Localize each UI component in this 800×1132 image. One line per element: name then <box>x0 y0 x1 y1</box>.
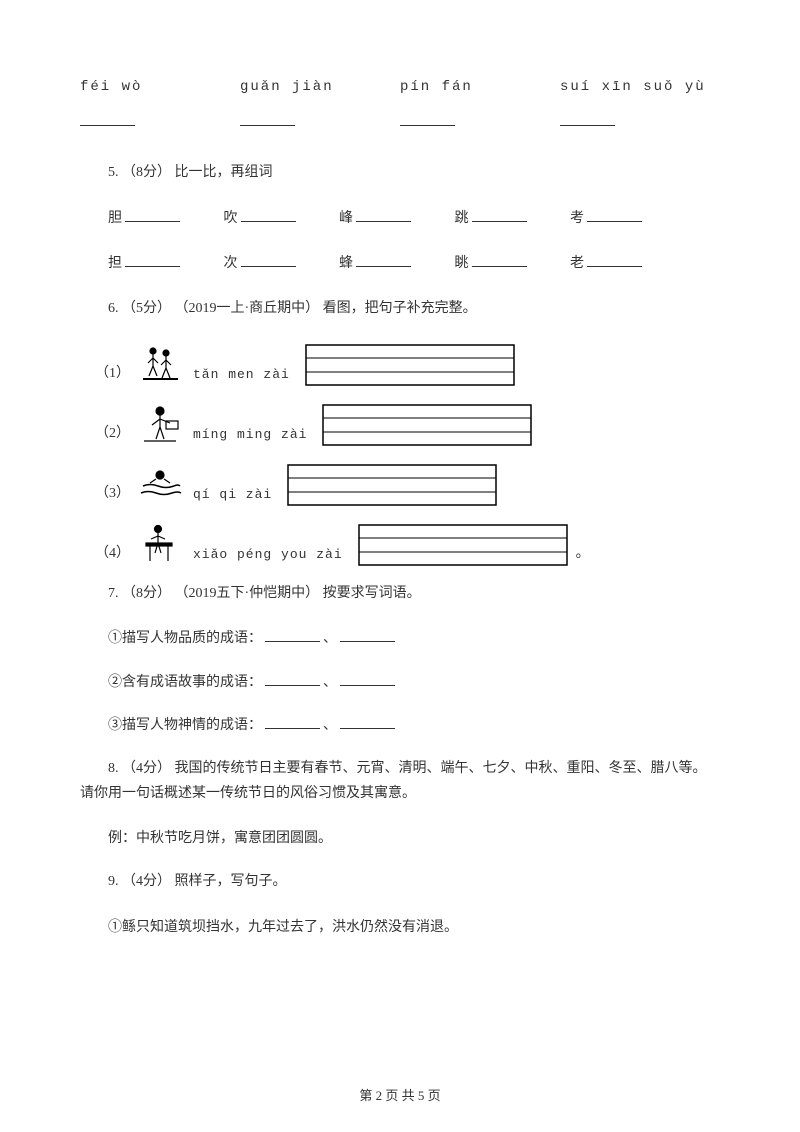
pinyin-item: féi wò <box>80 75 240 100</box>
char: 次 <box>224 256 238 271</box>
q8-number: 8. <box>108 761 119 776</box>
q7-number: 7. <box>108 586 119 601</box>
writing-grid[interactable] <box>322 404 532 446</box>
pinyin-label: míng ming zài <box>193 423 307 446</box>
pinyin-blank-row <box>80 110 720 135</box>
period: 。 <box>576 541 590 566</box>
pinyin-header-row: féi wò guǎn jiàn pín fán suí xīn suǒ yù <box>80 75 720 100</box>
q6-title: 看图，把句子补充完整。 <box>323 301 477 316</box>
question-9: 9. （4分） 照样子，写句子。 <box>80 869 720 894</box>
q8-text: 我国的传统节日主要有春节、元宵、清明、端午、七夕、中秋、重阳、冬至、腊八等。请你… <box>80 761 707 801</box>
blank-line[interactable] <box>356 208 411 222</box>
q7-title: 按要求写词语。 <box>323 586 421 601</box>
q6-item-4: （4） xiǎo péng you zài 。 <box>80 521 720 566</box>
q8-example: 例：中秋节吃月饼，寓意团团圆圆。 <box>80 826 720 851</box>
char: 峰 <box>339 211 353 226</box>
blank-line[interactable] <box>472 208 527 222</box>
item-number: （3） <box>95 481 130 506</box>
item-number: （2） <box>95 421 130 446</box>
blank-line[interactable] <box>125 253 180 267</box>
blank-line[interactable] <box>472 253 527 267</box>
blank-line[interactable] <box>240 110 295 126</box>
char: 跳 <box>455 211 469 226</box>
picture-icon <box>138 521 183 566</box>
char: 眺 <box>455 256 469 271</box>
pinyin-label: xiǎo péng you zài <box>193 543 343 566</box>
q6-item-2: （2） míng ming zài <box>80 401 720 446</box>
separator: 、 <box>323 718 337 733</box>
writing-grid[interactable] <box>358 524 568 566</box>
sub-text: ①描写人物品质的成语： <box>108 631 262 646</box>
question-6: 6. （5分） （2019一上·商丘期中） 看图，把句子补充完整。 <box>80 296 720 321</box>
q5-row1: 胆 吹 峰 跳 考 <box>80 206 720 231</box>
char: 考 <box>570 211 584 226</box>
blank-line[interactable] <box>125 208 180 222</box>
char: 胆 <box>108 211 122 226</box>
item-number: （1） <box>95 361 130 386</box>
q7-sub1: ①描写人物品质的成语： 、 <box>80 626 720 651</box>
blank-line[interactable] <box>241 208 296 222</box>
q5-points: （8分） <box>122 165 171 180</box>
blank-line[interactable] <box>340 672 395 686</box>
question-8: 8. （4分） 我国的传统节日主要有春节、元宵、清明、端午、七夕、中秋、重阳、冬… <box>80 756 720 806</box>
q8-points: （4分） <box>122 761 171 776</box>
q7-sub3: ③描写人物神情的成语： 、 <box>80 713 720 738</box>
pinyin-label: tǎn men zài <box>193 363 290 386</box>
q9-points: （4分） <box>122 874 171 889</box>
q9-title: 照样子，写句子。 <box>175 874 287 889</box>
picture-icon <box>138 341 183 386</box>
q7-sub2: ②含有成语故事的成语： 、 <box>80 670 720 695</box>
q5-number: 5. <box>108 165 119 180</box>
page-footer: 第 2 页 共 5 页 <box>0 1084 800 1107</box>
sub-text: ③描写人物神情的成语： <box>108 718 262 733</box>
q6-points: （5分） <box>122 301 171 316</box>
question-7: 7. （8分） （2019五下·仲恺期中） 按要求写词语。 <box>80 581 720 606</box>
blank-line[interactable] <box>356 253 411 267</box>
q7-source: （2019五下·仲恺期中） <box>175 586 320 601</box>
char: 老 <box>570 256 584 271</box>
separator: 、 <box>323 675 337 690</box>
sub-text: ①鲧只知道筑坝挡水，九年过去了，洪水仍然没有消退。 <box>108 920 458 935</box>
blank-line[interactable] <box>400 110 455 126</box>
q6-source: （2019一上·商丘期中） <box>175 301 320 316</box>
q6-item-3: （3） qí qi zài <box>80 461 720 506</box>
example-text: 例：中秋节吃月饼，寓意团团圆圆。 <box>108 831 332 846</box>
q5-row2: 担 次 蜂 眺 老 <box>80 251 720 276</box>
writing-grid[interactable] <box>287 464 497 506</box>
q6-number: 6. <box>108 301 119 316</box>
blank-line[interactable] <box>340 715 395 729</box>
char: 吹 <box>224 211 238 226</box>
blank-line[interactable] <box>265 628 320 642</box>
blank-line[interactable] <box>587 208 642 222</box>
pinyin-item: pín fán <box>400 75 560 100</box>
picture-icon <box>138 401 183 446</box>
picture-icon <box>138 461 183 506</box>
q5-title: 比一比，再组词 <box>175 165 273 180</box>
blank-line[interactable] <box>340 628 395 642</box>
sub-text: ②含有成语故事的成语： <box>108 675 262 690</box>
blank-line[interactable] <box>80 110 135 126</box>
blank-line[interactable] <box>587 253 642 267</box>
char: 蜂 <box>339 256 353 271</box>
q9-sub1: ①鲧只知道筑坝挡水，九年过去了，洪水仍然没有消退。 <box>80 915 720 940</box>
blank-line[interactable] <box>560 110 615 126</box>
blank-line[interactable] <box>241 253 296 267</box>
pinyin-label: qí qi zài <box>193 483 272 506</box>
pinyin-item: guǎn jiàn <box>240 75 400 100</box>
pinyin-item: suí xīn suǒ yù <box>560 75 720 100</box>
question-5: 5. （8分） 比一比，再组词 <box>80 160 720 185</box>
separator: 、 <box>323 631 337 646</box>
item-number: （4） <box>95 541 130 566</box>
q7-points: （8分） <box>122 586 171 601</box>
q9-number: 9. <box>108 874 119 889</box>
blank-line[interactable] <box>265 672 320 686</box>
writing-grid[interactable] <box>305 344 515 386</box>
q6-item-1: （1） tǎn men zài <box>80 341 720 386</box>
blank-line[interactable] <box>265 715 320 729</box>
char: 担 <box>108 256 122 271</box>
